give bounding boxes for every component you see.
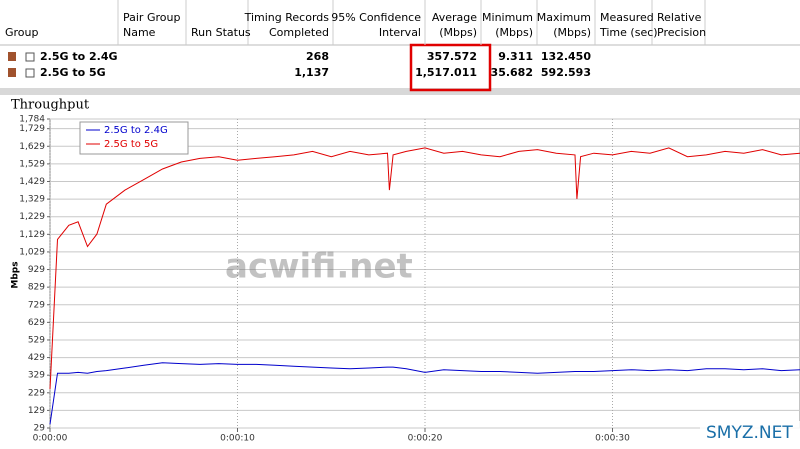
y-tick-label: 1,629 (19, 142, 45, 152)
cell-average: 1,517.011 (415, 66, 477, 79)
y-tick-label: 329 (28, 371, 45, 381)
y-tick-label: 1,729 (19, 124, 45, 134)
y-tick-label: 629 (28, 318, 45, 328)
legend-label: 2.5G to 5G (104, 139, 158, 150)
cell-maximum: 592.593 (541, 66, 591, 79)
watermark-bg (700, 421, 800, 445)
watermark: SMYZ.NET (706, 423, 793, 443)
column-header: Name (123, 26, 156, 39)
column-header: Run Status (191, 26, 251, 39)
y-tick-label: 229 (28, 388, 45, 398)
cell-average: 357.572 (427, 50, 477, 63)
column-header: Time (sec) (599, 26, 658, 39)
y-tick-label: 529 (28, 335, 45, 345)
y-axis-label: Mbps (11, 261, 21, 288)
column-header: Minimum (482, 11, 533, 24)
group-name: 2.5G to 5G (40, 66, 106, 79)
legend-box (79, 121, 189, 155)
column-header: Completed (269, 26, 329, 39)
x-tick-label: 0:00:10 (220, 434, 255, 444)
y-tick-label: 829 (28, 283, 45, 293)
column-header: Relative (657, 11, 702, 24)
cell-records: 1,137 (294, 66, 329, 79)
y-tick-label: 429 (28, 353, 45, 363)
series-line (49, 147, 800, 390)
column-header: Precision (657, 26, 706, 39)
column-header: Timing Records (244, 11, 330, 24)
column-header: Interval (379, 26, 421, 39)
column-header: Pair Group (123, 11, 180, 24)
column-header: (Mbps) (553, 26, 591, 39)
y-tick-label: 1,129 (19, 230, 45, 240)
y-tick-label: 1,784 (19, 115, 45, 125)
splitter (0, 88, 800, 95)
cell-minimum: 35.682 (491, 66, 533, 79)
cell-minimum: 9.311 (498, 50, 533, 63)
column-header: Average (432, 11, 477, 24)
x-tick-label: 0:00:00 (33, 434, 68, 444)
group-name: 2.5G to 2.4G (40, 50, 118, 63)
column-header: Group (5, 26, 39, 39)
x-tick-label: 0:00:20 (408, 434, 443, 444)
series-line (49, 362, 800, 425)
expand-icon (25, 52, 35, 62)
y-tick-label: 1,529 (19, 159, 45, 169)
plot-area (49, 118, 800, 429)
column-header: 95% Confidence (331, 11, 421, 24)
highlight-box (409, 43, 492, 92)
x-tick-label: 0:00:30 (595, 434, 630, 444)
column-header: Measured (600, 11, 654, 24)
y-tick-label: 929 (28, 265, 45, 275)
cell-maximum: 132.450 (541, 50, 591, 63)
legend-label: 2.5G to 2.4G (104, 125, 168, 136)
expand-icon (25, 68, 35, 78)
watermark: acwifi.net (225, 247, 413, 287)
y-tick-label: 29 (34, 424, 46, 434)
column-header: (Mbps) (495, 26, 533, 39)
y-tick-label: 1,329 (19, 195, 45, 205)
column-header: (Mbps) (439, 26, 477, 39)
y-tick-label: 1,029 (19, 247, 45, 257)
table-header (0, 0, 800, 45)
column-header: Maximum (537, 11, 591, 24)
chart-title: Throughput (11, 98, 90, 113)
group-icon (8, 52, 16, 61)
y-tick-label: 729 (28, 300, 45, 310)
y-tick-label: 1,429 (19, 177, 45, 187)
y-tick-label: 129 (28, 406, 45, 416)
cell-records: 268 (306, 50, 329, 63)
y-tick-label: 1,229 (19, 212, 45, 222)
group-icon (8, 68, 16, 77)
